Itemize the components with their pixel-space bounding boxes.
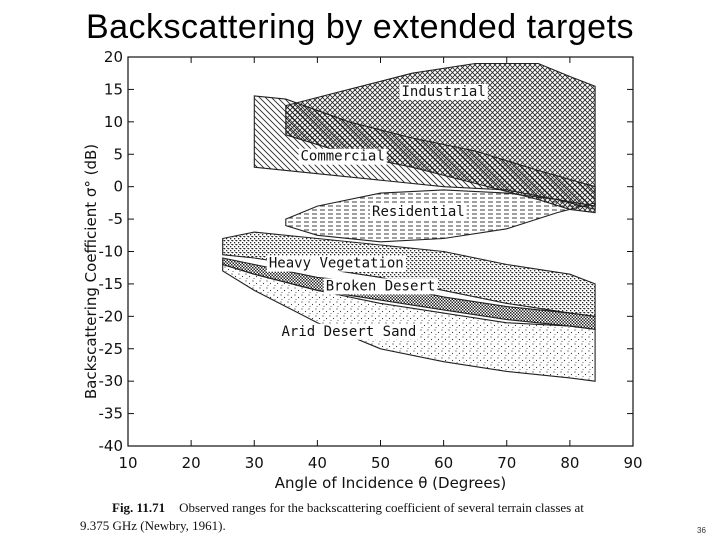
region-label-background xyxy=(323,278,438,295)
region-label-residential: Residential xyxy=(372,204,465,220)
y-tick-label: 15 xyxy=(104,80,123,98)
y-tick-label: -5 xyxy=(108,210,123,228)
figure-caption: Fig. 11.71 Observed ranges for the backsc… xyxy=(80,499,640,535)
y-tick-label: -25 xyxy=(99,340,124,358)
x-tick-label: 90 xyxy=(623,454,642,472)
x-tick-label: 70 xyxy=(497,454,516,472)
region-label-background xyxy=(279,323,419,340)
y-tick-label: -15 xyxy=(99,275,124,293)
y-tick-label: -10 xyxy=(99,243,124,261)
region-label-background xyxy=(370,203,467,220)
x-tick-label: 50 xyxy=(371,454,390,472)
caption-line-1: Observed ranges for the backscattering c… xyxy=(179,500,584,515)
region-label-layer: Industrial Commercial Residential Heavy Veg… xyxy=(266,83,488,340)
y-tick-label: -40 xyxy=(99,437,124,455)
y-tick-label: -35 xyxy=(99,405,124,423)
region-label-background xyxy=(399,83,488,100)
figure-label: Fig. 11.71 xyxy=(112,500,166,515)
region-label-broken-desert: Broken Desert xyxy=(326,278,436,294)
region-arid-desert-sand xyxy=(222,263,596,382)
region-label-arid-desert-sand: Arid Desert Sand xyxy=(282,324,417,340)
slide-title: Backscattering by extended targets xyxy=(85,8,635,46)
page-number: 36 xyxy=(697,526,706,535)
y-tick-label: -30 xyxy=(99,372,124,390)
region-label-background xyxy=(266,255,406,272)
y-tick-label: -20 xyxy=(99,307,124,325)
region-label-industrial: Industrial xyxy=(401,84,485,100)
x-tick-label: 60 xyxy=(434,454,453,472)
x-tick-label: 10 xyxy=(118,454,137,472)
y-tick-label: 5 xyxy=(113,145,123,163)
y-tick-label: 20 xyxy=(104,48,123,66)
region-label-commercial: Commercial xyxy=(300,149,384,165)
x-tick-label: 80 xyxy=(560,454,579,472)
y-axis-label: Backscattering Coefficient σ° (dB) xyxy=(82,144,100,399)
x-tick-label: 20 xyxy=(182,454,201,472)
x-tick-label: 40 xyxy=(308,454,327,472)
y-tick-label: 0 xyxy=(113,178,123,196)
region-label-heavy-vegetation: Heavy Vegetation xyxy=(269,256,404,272)
x-axis-label: Angle of Incidence θ (Degrees) xyxy=(275,474,507,492)
x-tick-label: 30 xyxy=(245,454,264,472)
region-label-background xyxy=(298,148,387,165)
y-tick-label: 10 xyxy=(104,113,123,131)
tick-layer: 10 20 30 40 50 60 70 80 9020151050-5-10-15-20-25… xyxy=(99,48,643,472)
caption-line-2: 9.375 GHz (Newbry, 1961). xyxy=(80,518,226,533)
